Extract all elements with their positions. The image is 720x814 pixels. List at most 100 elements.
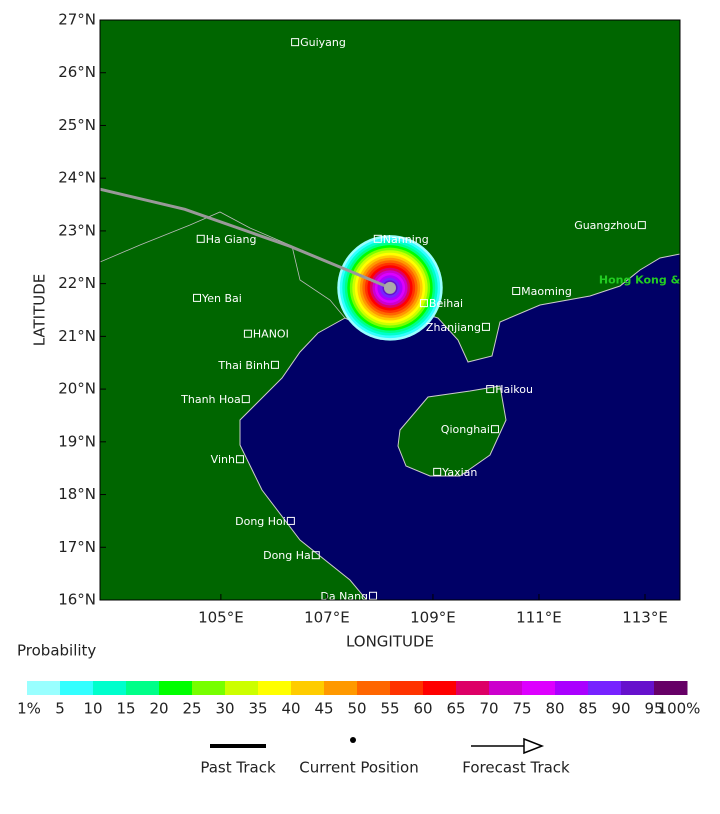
city-marker [243, 329, 252, 338]
past-track [100, 187, 391, 290]
city-marker [490, 425, 499, 434]
colorbar-swatch [324, 681, 358, 695]
forecast-arrow-head [523, 737, 545, 755]
city-marker [311, 551, 320, 560]
city-marker [235, 455, 244, 464]
city-label: Ha Giang [206, 233, 257, 246]
track-layer: Guiyang Nanning Ha Giang Guangzhou Yen Bai Be… [100, 36, 681, 603]
city-marker [369, 591, 378, 600]
city-marker [637, 221, 646, 230]
colorbar-swatch [291, 681, 325, 695]
current-position-symbol [350, 737, 356, 743]
city-marker [486, 385, 495, 394]
y-tick-label: 26°N [58, 63, 96, 81]
city-marker [196, 234, 205, 243]
city-label: Guangzhou [574, 219, 637, 232]
colorbar-swatch [357, 681, 391, 695]
y-tick-label: 20°N [58, 380, 96, 398]
colorbar-swatch [555, 681, 589, 695]
current-position [384, 281, 396, 294]
city-marker [373, 234, 382, 243]
hainan-island [397, 385, 507, 477]
city-marker [419, 299, 428, 308]
colorbar-label: 90 [611, 700, 630, 718]
city-marker [286, 516, 295, 525]
colorbar-swatch [60, 681, 94, 695]
y-tick-label: 27°N [58, 11, 96, 29]
legend-label: Current Position [299, 759, 419, 777]
y-tick-label: 19°N [58, 432, 96, 450]
legend-label: Forecast Track [462, 759, 570, 777]
city-label: Guiyang [300, 36, 346, 49]
colorbar-label: 45 [314, 700, 333, 718]
city-label: Thanh Hoa [180, 393, 241, 406]
city-label-highlight: Hong Kong & [599, 273, 681, 286]
city-label: Vinh [211, 453, 235, 466]
city-marker [241, 395, 250, 404]
x-axis-label: LONGITUDE [346, 633, 434, 651]
city-label: Maoming [521, 285, 572, 298]
city-marker [291, 38, 300, 47]
city-label: Dong Hoi [235, 515, 286, 528]
x-tick-label: 109°E [410, 609, 456, 627]
colorbar-label: 1% [17, 700, 41, 718]
colorbar-label: 55 [380, 700, 399, 718]
y-tick-label: 16°N [58, 591, 96, 609]
city-label: Thai Binh [217, 359, 270, 372]
city-marker [512, 287, 521, 296]
colorbar-label: 10 [83, 700, 102, 718]
map-frame [99, 19, 681, 601]
x-tick-label: 107°E [304, 609, 350, 627]
colorbar-label: 65 [446, 700, 465, 718]
x-tick-label: 105°E [198, 609, 244, 627]
colorbar-swatch [522, 681, 556, 695]
colorbar-label: 30 [215, 700, 234, 718]
city-label: HANOI [253, 328, 289, 341]
city-marker [193, 293, 202, 302]
colorbar-swatch [192, 681, 226, 695]
colorbar-swatch [489, 681, 523, 695]
colorbar-label: 70 [479, 700, 498, 718]
y-tick-label: 23°N [58, 221, 96, 239]
colorbar-label: 15 [116, 700, 135, 718]
colorbar-label: 40 [281, 700, 300, 718]
y-tick-label: 22°N [58, 274, 96, 292]
city-label: Yen Bai [201, 292, 242, 305]
colorbar-swatch [126, 681, 160, 695]
y-axis-label: LATITUDE [31, 274, 49, 347]
city-label: Dong Ha [263, 549, 311, 562]
colorbar-label: 5 [55, 700, 65, 718]
city-marker [433, 467, 442, 476]
y-tick-label: 17°N [58, 538, 96, 556]
colorbar-swatch [225, 681, 259, 695]
colorbar-title: Probability [17, 642, 96, 660]
colorbar-label: 60 [413, 700, 432, 718]
city-label: Beihai [429, 297, 463, 310]
colorbar-label: 85 [578, 700, 597, 718]
colorbar-label: 20 [149, 700, 168, 718]
legend-label: Past Track [200, 759, 276, 777]
y-tick-label: 25°N [58, 116, 96, 134]
x-tick-label: 113°E [622, 609, 668, 627]
colorbar-swatch [588, 681, 622, 695]
colorbar-swatch [93, 681, 127, 695]
colorbar-label: 50 [347, 700, 366, 718]
colorbar-label: 25 [182, 700, 201, 718]
city-label: Zhanjiang [426, 321, 481, 334]
colorbar-swatch [27, 681, 61, 695]
colorbar-label: 100% [658, 700, 701, 718]
city-marker [270, 360, 279, 369]
map-area: Guiyang Nanning Ha Giang Guangzhou Yen Bai Be… [100, 20, 681, 603]
colorbar-label: 35 [248, 700, 267, 718]
colorbar-label: 80 [545, 700, 564, 718]
city-label: Da Nang [320, 590, 368, 603]
colorbar-label: 95 [644, 700, 663, 718]
colorbar-swatch [159, 681, 193, 695]
city-label: Haikou [495, 383, 533, 396]
colorbar-swatch [621, 681, 655, 695]
city-marker [481, 322, 490, 331]
colorbar-swatch [456, 681, 490, 695]
city-label: Yaxian [441, 466, 477, 479]
colorbar-label: 75 [512, 700, 531, 718]
colorbar-swatch [258, 681, 292, 695]
